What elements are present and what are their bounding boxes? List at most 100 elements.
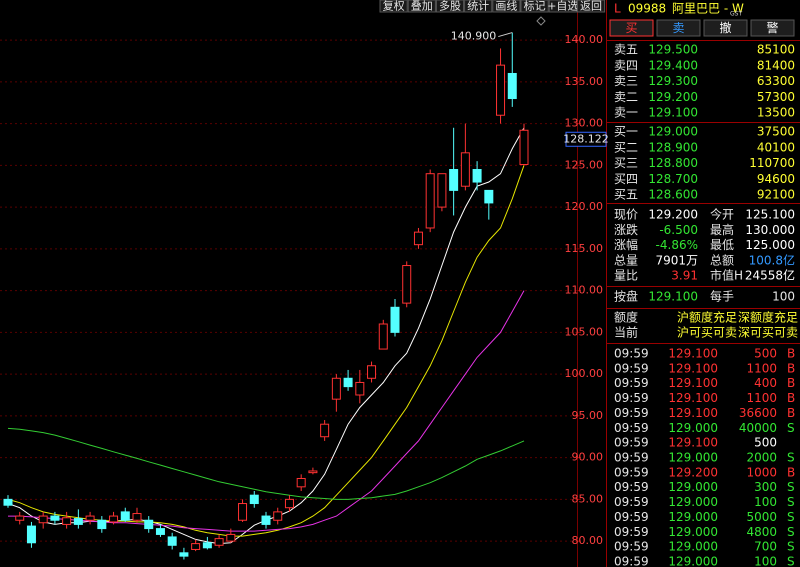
trade-button[interactable] [750,19,795,37]
book-level: 卖一 [614,106,638,120]
book-price: 129.500 [648,43,698,57]
trade-time: 09:59 [614,555,649,567]
price-marker-box [565,131,607,147]
candle-body [378,323,388,350]
toolbar-button[interactable] [464,0,493,13]
book-price: 129.400 [648,58,698,72]
candle-body [355,381,365,396]
trade-volume: 700 [754,540,777,554]
candle-body [249,494,259,505]
candle-body [460,152,470,187]
book-volume: 81400 [757,58,795,72]
toolbar-button[interactable] [435,0,465,13]
trade-button[interactable] [703,19,748,37]
stat-value: 7901万 [655,253,698,267]
trade-price: 129.000 [668,495,718,509]
book-volume: 37500 [757,125,795,139]
book-price: 129.200 [648,90,698,104]
candle-body [496,64,506,116]
trade-volume: 1100 [746,361,777,375]
trade-time: 09:59 [614,495,649,509]
toolbar-button[interactable] [520,0,549,13]
candle-body [62,517,72,525]
candle-body [284,498,294,509]
y-tick-label: 80.00 [572,534,604,547]
trade-price: 129.100 [668,406,718,420]
price-marker-label: 128.122 [563,132,609,145]
trade-side: S [787,480,795,494]
book-level: 卖五 [614,43,638,57]
candle-body [519,129,529,166]
market-tag: L [614,2,621,16]
quota-label: 额度 [614,310,638,325]
book-price: 129.100 [648,106,698,120]
trade-side: B [787,465,795,479]
candle-body [238,503,248,521]
toolbar-label: 叠加 [411,0,433,13]
toolbar-button[interactable] [548,0,577,13]
trade-price: 129.000 [668,510,718,524]
candle-body [261,515,271,525]
trade-side: S [787,525,795,539]
trade-button-label: 买 [625,21,637,35]
book-volume: 85100 [757,43,795,57]
stat-value: 100.8亿 [749,252,795,267]
stat-label: 涨跌 [614,222,638,237]
trade-volume: 1000 [746,465,777,479]
toolbar-button[interactable] [407,0,436,13]
stat-label: 市值H [710,268,743,283]
toolbar-button[interactable] [492,0,521,13]
stat-value: 125.000 [745,238,795,252]
moving-average-line [8,290,525,532]
price-chart: 80.00 85.00 90.00 95.00 100.00 105.00 110.00 11… [0,30,609,560]
book-level: 买一 [614,125,638,139]
stat-label: 总量 [614,253,638,267]
toolbar-label: 复权 [383,0,405,13]
trade-volume: 4800 [746,525,777,539]
trade-side: S [787,510,795,524]
quota-sh: 沪可买可卖 [677,326,737,340]
candle-body [38,515,48,524]
quota-sh: 沪额度充足 [677,310,737,325]
trade-volume: 500 [754,347,777,361]
y-tick-label: 85.00 [572,492,604,505]
trade-side: S [787,451,795,465]
candle-body [214,538,224,546]
trade-time: 09:59 [614,465,649,479]
candle-body [437,173,447,208]
candle-body [296,477,306,488]
candle-body [167,536,177,546]
toolbar-label: 统计 [467,0,489,13]
candle-body [15,515,25,521]
trade-time: 09:59 [614,451,649,465]
book-level: 卖三 [614,74,638,88]
board-value: 129.100 [648,290,698,304]
y-tick-label: 105.00 [565,325,604,338]
candle-body [308,470,318,474]
book-level: 买三 [614,156,638,170]
candle-body [3,498,13,506]
toolbar-label: 标记 [524,0,546,13]
book-level: 买二 [614,140,638,154]
trade-button[interactable] [609,19,654,37]
trade-volume: 40000 [739,421,777,435]
candle-body [343,377,353,388]
y-tick-label: 120.00 [565,200,604,213]
candle-body [144,519,154,530]
candle-body [484,189,494,204]
trade-time: 09:59 [614,436,649,450]
toolbar-button[interactable] [576,0,606,13]
trade-time: 09:59 [614,421,649,435]
trade-price: 129.100 [668,436,718,450]
trade-button-label: 警 [766,20,778,35]
toolbar-button[interactable] [379,0,408,13]
candle-body [50,515,60,521]
y-tick-label: 125.00 [565,158,604,171]
diamond-icon [536,16,546,26]
y-tick-label: 100.00 [565,367,604,380]
trade-button[interactable] [656,19,701,37]
candle-body [402,265,412,304]
candle-body [331,377,341,400]
stat-label: 涨幅 [614,237,638,252]
